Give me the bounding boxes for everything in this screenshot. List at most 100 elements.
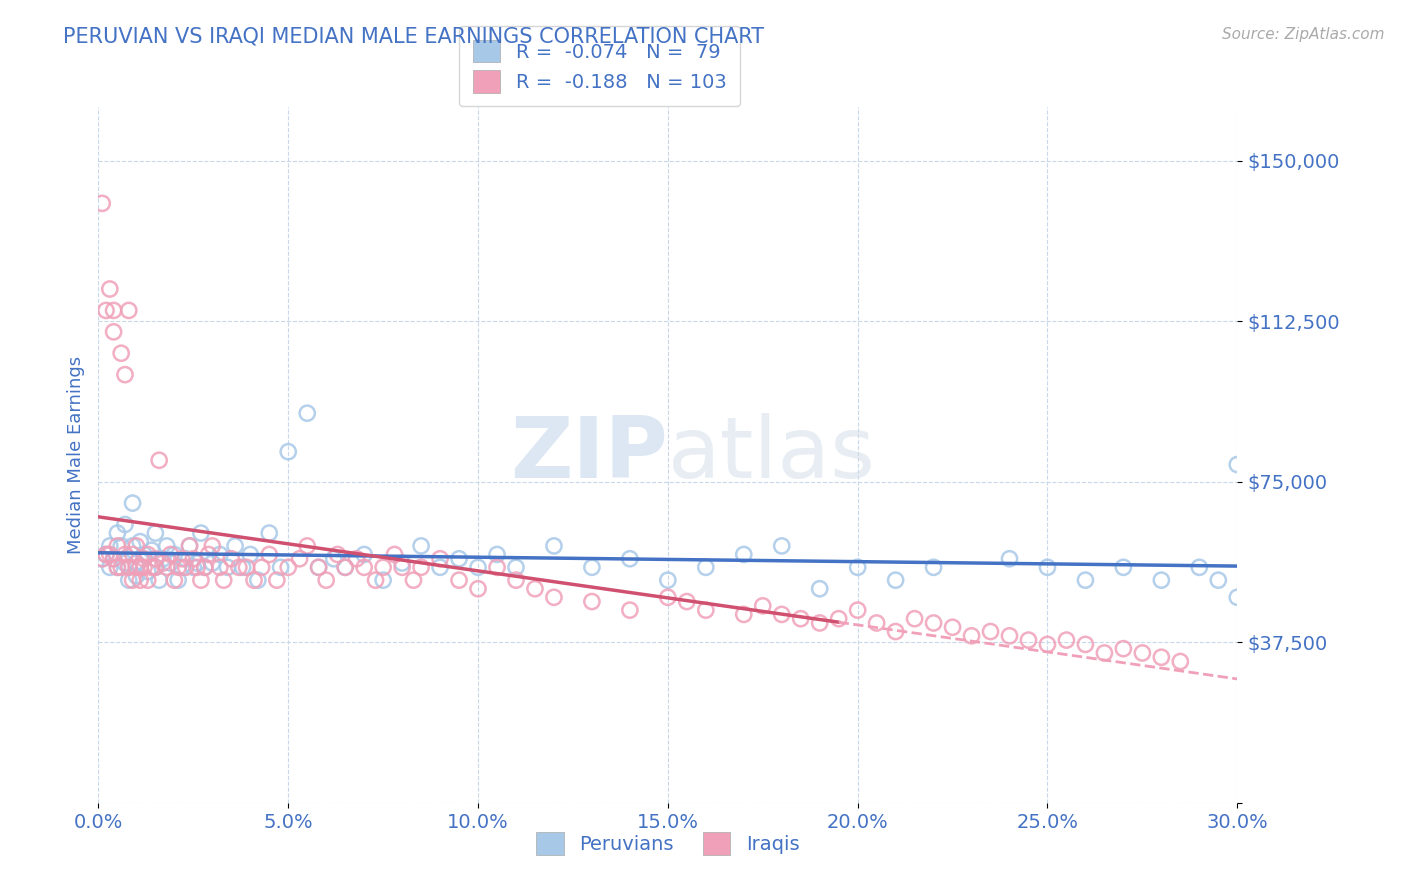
Point: [246, 573, 269, 587]
Point: [201, 556, 224, 570]
Point: [217, 560, 239, 574]
Point: [186, 556, 208, 570]
Point: [335, 560, 357, 574]
Point: [114, 548, 136, 562]
Point: [1132, 646, 1154, 660]
Point: [156, 560, 179, 574]
Point: [277, 560, 299, 574]
Point: [110, 539, 132, 553]
Point: [846, 560, 869, 574]
Point: [1094, 646, 1116, 660]
Point: [129, 560, 152, 574]
Point: [353, 560, 375, 574]
Point: [107, 539, 129, 553]
Point: [322, 551, 344, 566]
Point: [922, 560, 945, 574]
Point: [695, 603, 717, 617]
Point: [136, 565, 159, 579]
Point: [114, 556, 136, 570]
Point: [145, 551, 167, 566]
Y-axis label: Median Male Earnings: Median Male Earnings: [66, 356, 84, 554]
Point: [167, 560, 190, 574]
Point: [308, 560, 330, 574]
Point: [828, 612, 851, 626]
Point: [132, 548, 155, 562]
Point: [118, 303, 141, 318]
Point: [208, 548, 231, 562]
Point: [808, 615, 831, 630]
Point: [243, 573, 266, 587]
Point: [141, 543, 163, 558]
Point: [224, 539, 246, 553]
Point: [103, 325, 125, 339]
Point: [1036, 560, 1059, 574]
Legend: Peruvians, Iraqis: Peruvians, Iraqis: [529, 824, 807, 863]
Point: [884, 573, 907, 587]
Point: [98, 560, 121, 574]
Point: [152, 551, 174, 566]
Point: [266, 573, 288, 587]
Point: [121, 548, 143, 562]
Point: [145, 560, 167, 574]
Point: [125, 560, 148, 574]
Point: [107, 560, 129, 574]
Point: [136, 573, 159, 587]
Point: [270, 560, 292, 574]
Point: [353, 548, 375, 562]
Point: [132, 551, 155, 566]
Point: [239, 548, 262, 562]
Point: [449, 573, 471, 587]
Point: [159, 556, 181, 570]
Point: [960, 629, 983, 643]
Point: [156, 539, 179, 553]
Point: [121, 573, 143, 587]
Point: [91, 551, 114, 566]
Point: [110, 560, 132, 574]
Point: [208, 560, 231, 574]
Point: [114, 517, 136, 532]
Point: [159, 548, 181, 562]
Point: [790, 612, 813, 626]
Point: [201, 539, 224, 553]
Point: [449, 551, 471, 566]
Point: [163, 573, 186, 587]
Point: [183, 560, 205, 574]
Point: [103, 551, 125, 566]
Point: [364, 573, 387, 587]
Point: [733, 607, 755, 622]
Point: [942, 620, 965, 634]
Point: [103, 551, 125, 566]
Point: [486, 548, 509, 562]
Point: [695, 560, 717, 574]
Point: [98, 548, 121, 562]
Point: [505, 573, 527, 587]
Point: [107, 526, 129, 541]
Point: [998, 551, 1021, 566]
Point: [250, 560, 273, 574]
Point: [1036, 637, 1059, 651]
Point: [979, 624, 1001, 639]
Point: [121, 496, 143, 510]
Point: [110, 346, 132, 360]
Point: [118, 573, 141, 587]
Point: [114, 368, 136, 382]
Point: [194, 560, 217, 574]
Point: [335, 560, 357, 574]
Point: [179, 539, 201, 553]
Point: [543, 539, 565, 553]
Point: [212, 573, 235, 587]
Point: [733, 548, 755, 562]
Point: [129, 534, 152, 549]
Point: [174, 560, 197, 574]
Text: atlas: atlas: [668, 413, 876, 497]
Point: [94, 303, 117, 318]
Point: [411, 560, 433, 574]
Point: [98, 539, 121, 553]
Point: [107, 560, 129, 574]
Point: [132, 560, 155, 574]
Point: [524, 582, 547, 596]
Point: [326, 548, 349, 562]
Point: [228, 560, 250, 574]
Point: [179, 539, 201, 553]
Point: [259, 548, 281, 562]
